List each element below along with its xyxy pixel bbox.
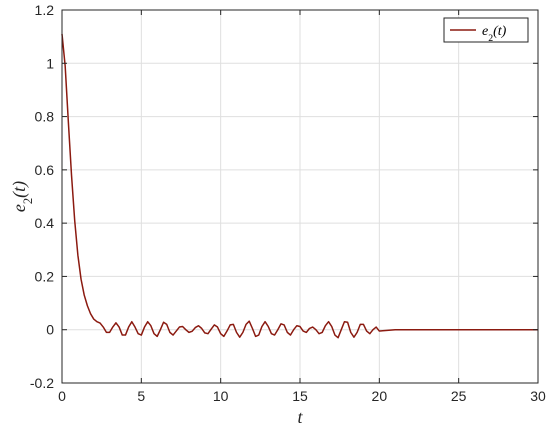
x-tick-label: 20 [372,388,388,404]
x-axis-label: t [297,407,303,427]
y-tick-label: 0.6 [35,162,55,178]
x-tick-label: 0 [58,388,66,404]
y-tick-label: 0.8 [35,109,55,125]
legend-entry-e2: e2(t) [482,24,507,44]
y-tick-label: -0.2 [30,375,54,391]
y-tick-label: 1.2 [35,2,55,18]
y-tick-label: 0.4 [35,215,55,231]
series-line-e2 [61,33,538,339]
tick-labels: 0 5 10 15 20 25 30-0.200.20.40.60.811.2 [30,2,546,404]
x-tick-label: 10 [213,388,229,404]
x-tick-label: 15 [292,388,308,404]
y-tick-label: 0 [46,322,54,338]
legend: e2(t) [443,17,529,44]
y-tick-label: 1 [46,55,54,71]
x-tick-label: 30 [530,388,546,404]
x-tick-label: 25 [451,388,467,404]
y-axis-label-text: e2(t) [9,181,35,212]
ticks [61,9,539,384]
y-axis-label: e2(t) [9,181,35,212]
y-tick-label: 0.2 [35,268,55,284]
x-tick-label: 5 [137,388,145,404]
grid [61,9,539,384]
